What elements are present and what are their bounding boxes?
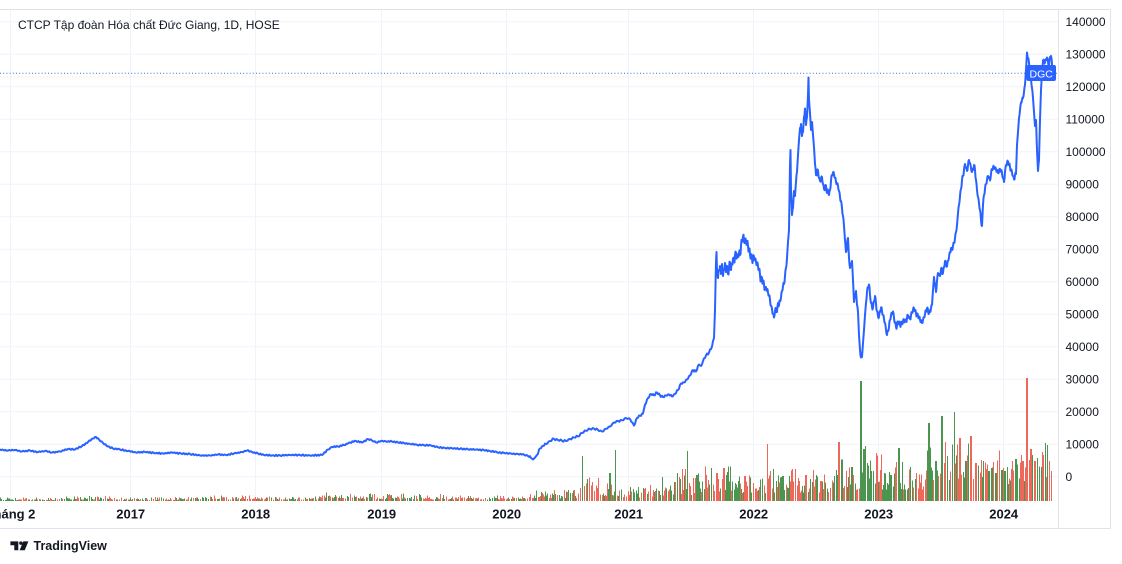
svg-text:90000: 90000: [1066, 178, 1100, 192]
svg-text:2023: 2023: [864, 506, 893, 521]
svg-text:120000: 120000: [1066, 80, 1106, 94]
svg-text:110000: 110000: [1066, 113, 1105, 127]
svg-text:2020: 2020: [492, 506, 521, 521]
svg-text:50000: 50000: [1066, 308, 1100, 322]
svg-text:100000: 100000: [1066, 145, 1106, 159]
svg-text:Tháng 2: Tháng 2: [0, 506, 35, 521]
svg-text:2024: 2024: [989, 506, 1019, 521]
svg-text:2019: 2019: [367, 506, 396, 521]
svg-text:20000: 20000: [1066, 405, 1100, 419]
svg-text:80000: 80000: [1066, 210, 1100, 224]
svg-text:2021: 2021: [614, 506, 643, 521]
svg-text:TradingView: TradingView: [34, 539, 108, 553]
svg-text:140000: 140000: [1066, 15, 1106, 29]
svg-text:70000: 70000: [1066, 243, 1100, 257]
svg-text:60000: 60000: [1066, 275, 1100, 289]
svg-text:DGC: DGC: [1030, 68, 1054, 80]
svg-text:10000: 10000: [1066, 438, 1100, 452]
svg-text:30000: 30000: [1066, 373, 1100, 387]
svg-text:40000: 40000: [1066, 340, 1100, 354]
svg-text:2022: 2022: [739, 506, 768, 521]
svg-text:2018: 2018: [241, 506, 270, 521]
svg-text:0: 0: [1066, 470, 1073, 484]
svg-text:130000: 130000: [1066, 48, 1106, 62]
svg-text:CTCP Tập đoàn Hóa chất Đức Gia: CTCP Tập đoàn Hóa chất Đức Giang, 1D, HO…: [18, 18, 280, 32]
svg-text:2017: 2017: [116, 506, 145, 521]
